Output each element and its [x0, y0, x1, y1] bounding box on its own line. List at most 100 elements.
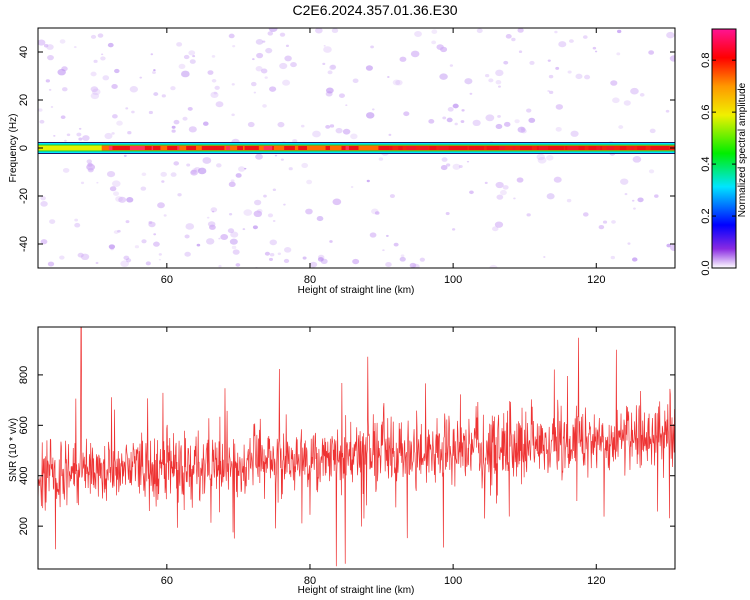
spectrogram-speckle: [575, 73, 583, 80]
spectrogram-speckle: [230, 179, 235, 183]
spectrogram-speckle: [252, 58, 255, 61]
spectrogram-speckle: [90, 34, 97, 39]
spectrogram-speckle: [250, 81, 257, 87]
spectrogram-y-tick-label: -20: [18, 188, 30, 204]
spectrogram-speckle: [496, 194, 504, 200]
colorbar-tick-label: 0.8: [700, 53, 712, 68]
spectrogram-speckle: [536, 153, 546, 161]
spectrogram-speckle: [118, 196, 127, 203]
spectrogram-speckle: [202, 157, 212, 164]
spectrogram-speckle: [566, 198, 572, 203]
spectrogram-speckle: [218, 264, 222, 268]
spectrogram-speckle: [412, 263, 420, 268]
spectrogram-speckle: [173, 119, 180, 125]
spectral-line-band: [38, 142, 675, 154]
spectrogram-speckle: [106, 170, 116, 178]
spectrogram-speckle: [503, 60, 509, 65]
spectrogram-speckle: [548, 74, 554, 79]
spectrogram-speckle: [399, 56, 407, 62]
spectrogram-speckle: [78, 137, 83, 141]
spectrogram-speckle: [385, 261, 392, 268]
spectrogram-speckle: [498, 85, 501, 88]
spectrogram-speckle: [323, 45, 326, 47]
spectrogram-speckle: [488, 78, 494, 83]
spectrogram-speckle: [95, 261, 99, 265]
spectrogram-speckle: [624, 193, 628, 196]
spectrogram-speckle: [76, 132, 82, 137]
spectrogram-speckle: [152, 70, 156, 74]
spectrogram-speckle: [268, 28, 278, 32]
spectrogram-speckle: [284, 55, 292, 62]
spectrogram-speckle: [300, 124, 305, 128]
spectrogram-speckle: [153, 92, 159, 96]
spectrogram-speckle: [452, 163, 461, 170]
spectrogram-speckle: [57, 68, 66, 76]
spectrogram-speckle: [269, 86, 277, 92]
spectrogram-speckle: [277, 121, 285, 128]
spectrogram-speckle: [74, 222, 81, 228]
band-core-red-segment: [186, 146, 197, 150]
spectrogram-speckle: [184, 251, 191, 257]
spectrogram-speckle: [329, 64, 336, 71]
spectrogram-speckle: [526, 213, 531, 217]
spectrogram-speckle: [365, 65, 373, 71]
spectrogram-speckle: [231, 245, 237, 250]
snr-x-axis-label: Height of straight line (km): [298, 585, 415, 596]
spectrogram-speckle: [177, 193, 182, 197]
spectrogram-speckle: [419, 257, 425, 262]
spectrogram-speckle: [274, 154, 278, 157]
spectrogram-speckle: [584, 74, 591, 80]
spectrogram-speckle: [431, 29, 438, 34]
spectrogram-speckle: [460, 120, 465, 123]
spectrogram-speckle: [214, 85, 220, 90]
spectrogram-speckle: [409, 262, 417, 268]
spectrogram-speckle: [235, 263, 241, 267]
spectrogram-speckle: [252, 225, 258, 230]
spectrogram-speckle: [400, 254, 405, 258]
spectrogram-speckle: [110, 247, 114, 251]
spectrogram-speckle: [445, 211, 450, 216]
spectrogram-speckle: [280, 158, 284, 161]
spectrogram-speckle: [253, 199, 262, 206]
spectrogram-speckle: [567, 70, 572, 74]
spectrogram-speckle: [61, 87, 68, 92]
spectrogram-speckle: [213, 91, 218, 95]
spectrogram-speckle: [514, 119, 520, 124]
spectrogram-speckle: [187, 106, 193, 111]
spectrogram-speckle: [228, 33, 235, 39]
spectrogram-speckle: [111, 83, 118, 89]
colorbar-label: Normalized spectral amplitude: [737, 82, 748, 217]
spectrogram-speckle: [495, 80, 502, 85]
spectrogram-speckle: [255, 66, 263, 72]
spectrogram-y-tick-label: 20: [18, 94, 30, 106]
band-core-red: [388, 146, 675, 150]
spectrogram-speckle: [181, 70, 190, 78]
spectrogram-speckle: [555, 66, 560, 70]
spectrogram-panel: 60 80 100 120 -40 -20 0 20 40 Height of straight…: [8, 27, 676, 296]
spectrogram-speckle: [316, 216, 324, 222]
spectrogram-speckle: [666, 243, 672, 248]
spectrogram-speckle: [228, 213, 233, 216]
band-core-red-segment: [201, 146, 209, 150]
spectrogram-speckle: [125, 258, 132, 263]
spectrogram-speckle: [48, 88, 52, 91]
snr-y-tick-label: 600: [18, 416, 30, 434]
spectrogram-speckle: [352, 78, 359, 84]
spectrogram-speckle: [139, 76, 143, 79]
spectrogram-speckle: [414, 30, 422, 37]
spectrogram-speckle: [350, 186, 354, 189]
spectrogram-speckle: [192, 54, 196, 58]
spectrogram-y-tick-label: -40: [18, 236, 30, 252]
spectrogram-speckle: [141, 239, 147, 244]
spectrogram-speckle: [38, 39, 46, 46]
spectrogram-speckle: [123, 154, 127, 157]
spectrogram-speckle: [74, 218, 79, 222]
spectrogram-speckle: [442, 116, 447, 120]
spectrogram-speckle: [178, 63, 186, 70]
spectrogram-speckle: [520, 128, 527, 134]
spectrogram-speckle: [43, 44, 49, 48]
spectrogram-speckle: [116, 120, 123, 126]
spectrogram-speckle: [570, 130, 579, 137]
spectrogram-speckle: [82, 135, 90, 141]
spectrogram-speckle: [93, 59, 98, 63]
